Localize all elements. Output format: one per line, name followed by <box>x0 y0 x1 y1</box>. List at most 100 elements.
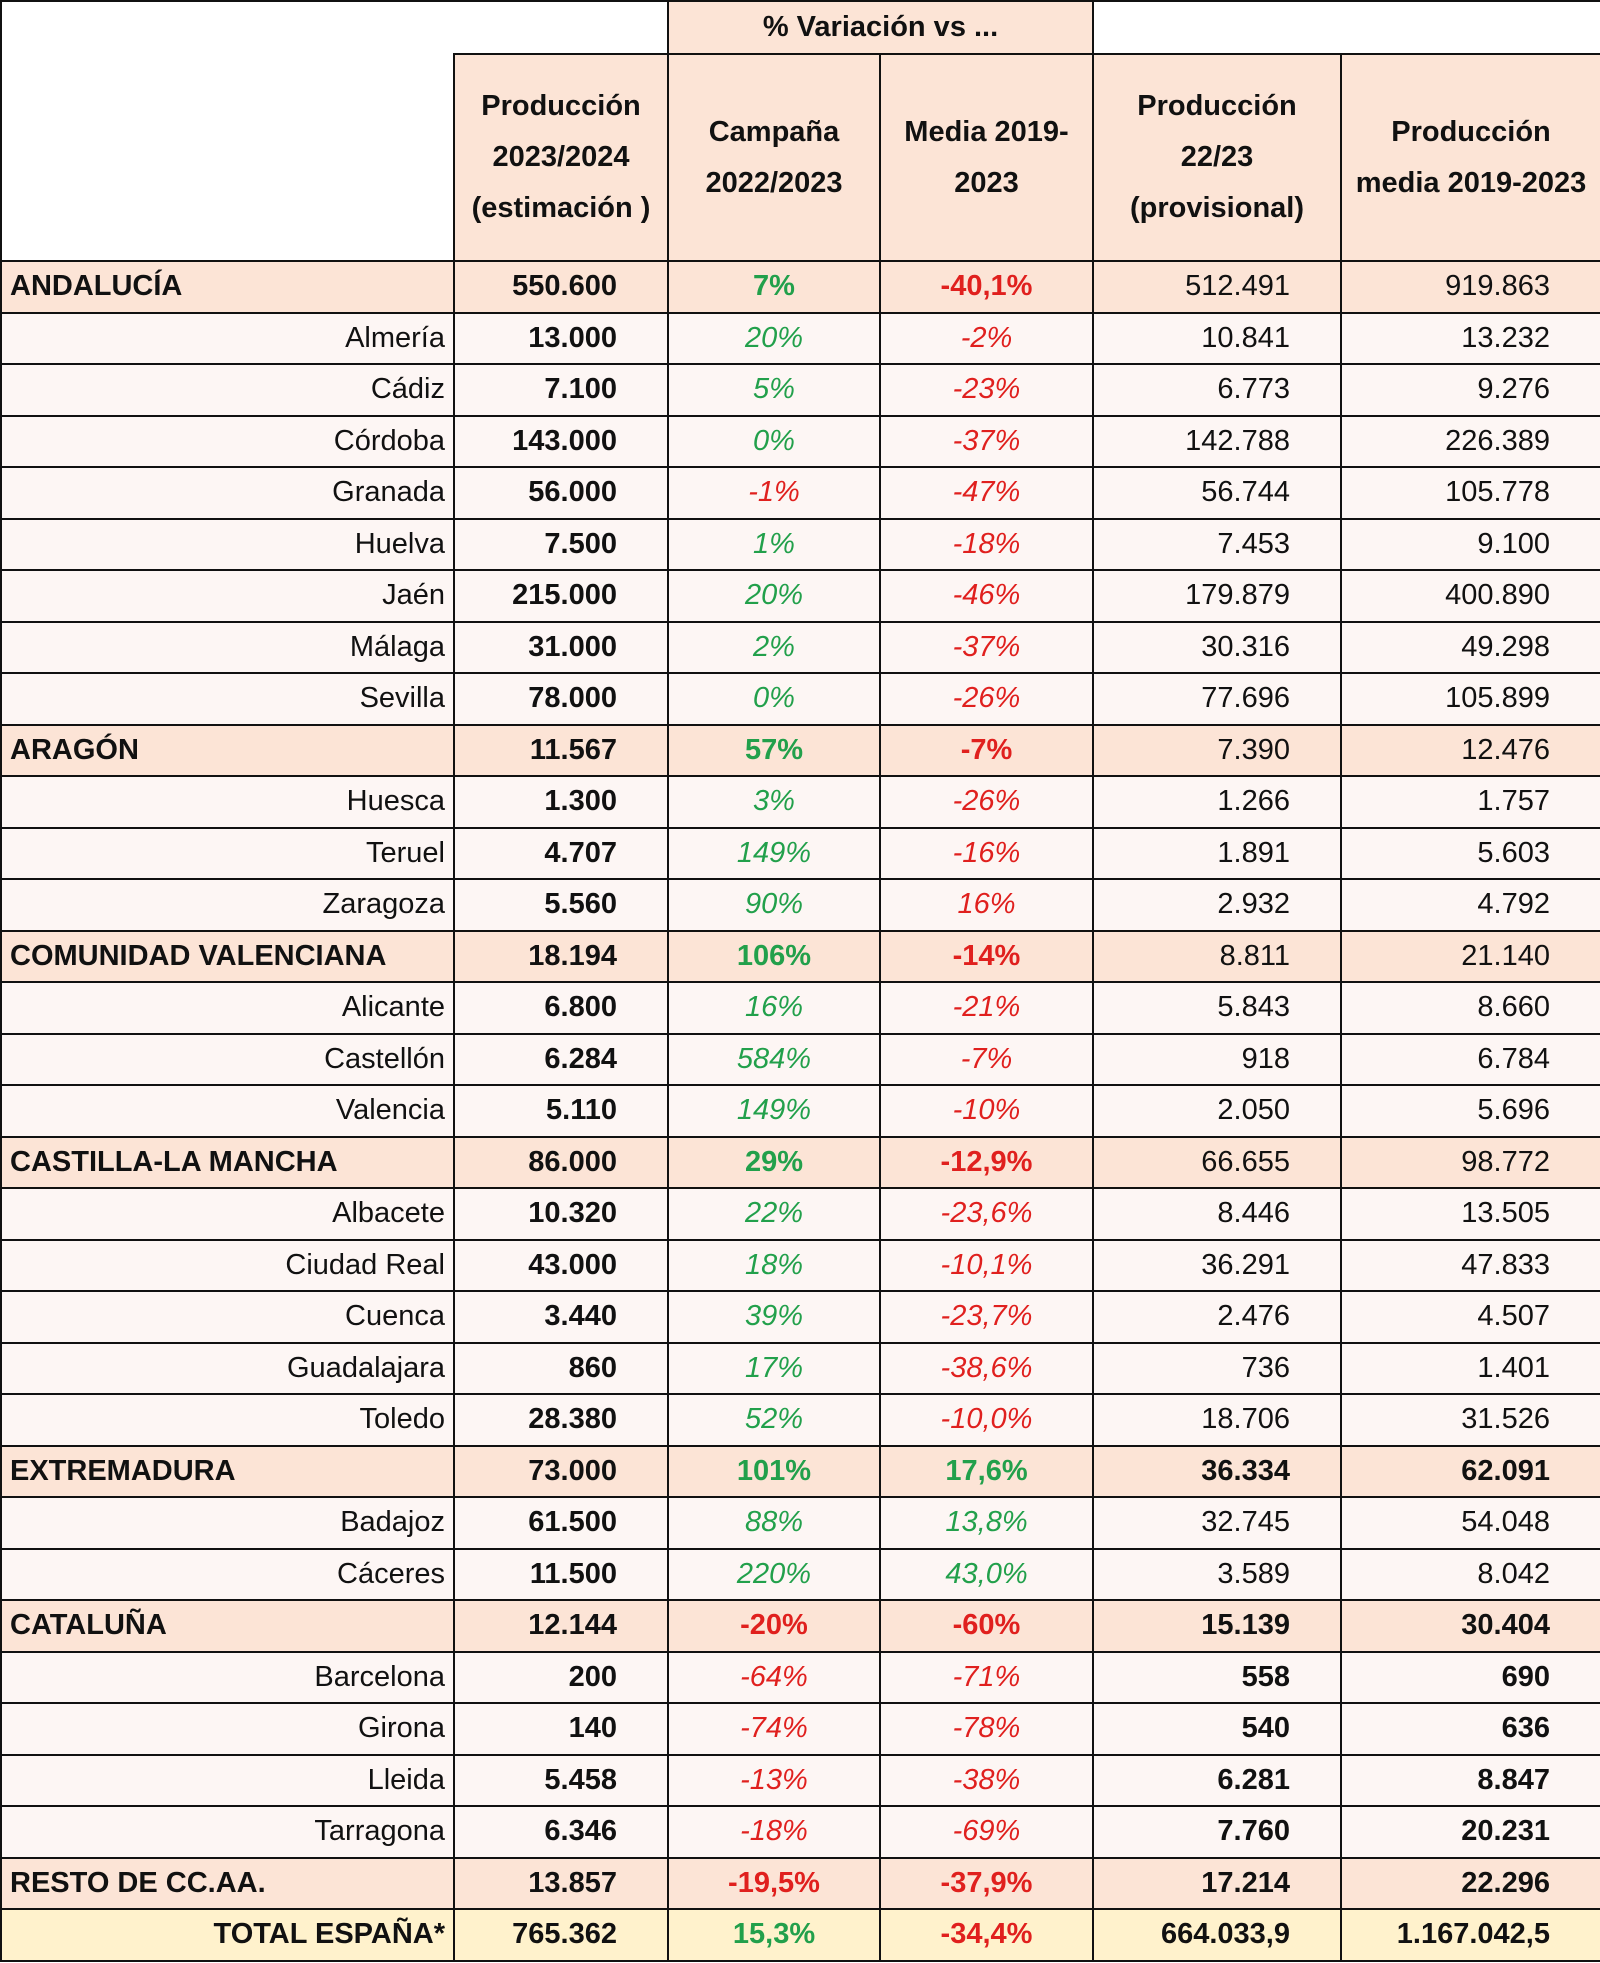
province-row: Cádiz 7.100 5% -23% 6.773 9.276 <box>0 363 1600 417</box>
var-media-cell: -21% <box>879 981 1094 1035</box>
prod-2223-cell: 2.476 <box>1092 1290 1342 1344</box>
prod-media-cell: 4.507 <box>1340 1290 1600 1344</box>
prod-2324-cell: 13.000 <box>453 311 669 365</box>
prod-2324-cell: 140 <box>453 1702 669 1756</box>
row-label: Córdoba <box>0 414 455 468</box>
prod-2324-cell: 143.000 <box>453 414 669 468</box>
var-campana-cell: 584% <box>667 1032 881 1086</box>
header-prod-media: Producción media 2019-2023 <box>1340 53 1600 262</box>
prod-media-cell: 62.091 <box>1340 1444 1600 1498</box>
prod-2223-cell: 1.266 <box>1092 775 1342 829</box>
prod-2324-cell: 86.000 <box>453 1135 669 1189</box>
province-row: Albacete 10.320 22% -23,6% 8.446 13.505 <box>0 1187 1600 1241</box>
var-campana-cell: 29% <box>667 1135 881 1189</box>
province-row: Girona 140 -74% -78% 540 636 <box>0 1702 1600 1756</box>
prod-2324-cell: 78.000 <box>453 672 669 726</box>
var-media-cell: -71% <box>879 1650 1094 1704</box>
prod-media-cell: 105.778 <box>1340 466 1600 520</box>
var-campana-cell: 20% <box>667 569 881 623</box>
prod-2223-cell: 30.316 <box>1092 620 1342 674</box>
province-row: Teruel 4.707 149% -16% 1.891 5.603 <box>0 826 1600 880</box>
var-media-cell: -47% <box>879 466 1094 520</box>
prod-media-cell: 8.847 <box>1340 1753 1600 1807</box>
prod-2223-cell: 918 <box>1092 1032 1342 1086</box>
var-campana-cell: 106% <box>667 929 881 983</box>
var-media-cell: -14% <box>879 929 1094 983</box>
prod-2324-cell: 215.000 <box>453 569 669 623</box>
prod-2223-cell: 540 <box>1092 1702 1342 1756</box>
prod-2324-cell: 5.560 <box>453 878 669 932</box>
var-campana-cell: 20% <box>667 311 881 365</box>
row-label: Zaragoza <box>0 878 455 932</box>
prod-media-cell: 1.401 <box>1340 1341 1600 1395</box>
row-label: Castellón <box>0 1032 455 1086</box>
var-media-cell: -12,9% <box>879 1135 1094 1189</box>
var-media-cell: 16% <box>879 878 1094 932</box>
var-media-cell: -69% <box>879 1805 1094 1859</box>
var-campana-cell: -20% <box>667 1599 881 1653</box>
row-label: Cádiz <box>0 363 455 417</box>
var-media-cell: -16% <box>879 826 1094 880</box>
var-campana-cell: -19,5% <box>667 1856 881 1910</box>
row-label: Guadalajara <box>0 1341 455 1395</box>
var-media-cell: -38% <box>879 1753 1094 1807</box>
region-row: CATALUÑA 12.144 -20% -60% 15.139 30.404 <box>0 1599 1600 1653</box>
row-label: Lleida <box>0 1753 455 1807</box>
prod-2223-cell: 2.050 <box>1092 1084 1342 1138</box>
prod-2324-cell: 12.144 <box>453 1599 669 1653</box>
var-campana-cell: 149% <box>667 826 881 880</box>
prod-2324-cell: 11.567 <box>453 723 669 777</box>
blank-row-label-header <box>0 54 455 262</box>
var-campana-cell: 3% <box>667 775 881 829</box>
prod-media-cell: 21.140 <box>1340 929 1600 983</box>
prod-media-cell: 226.389 <box>1340 414 1600 468</box>
prod-2324-cell: 5.458 <box>453 1753 669 1807</box>
province-row: Toledo 28.380 52% -10,0% 18.706 31.526 <box>0 1393 1600 1447</box>
var-media-cell: -37,9% <box>879 1856 1094 1910</box>
prod-2324-cell: 43.000 <box>453 1238 669 1292</box>
prod-2324-cell: 13.857 <box>453 1856 669 1910</box>
prod-media-cell: 5.603 <box>1340 826 1600 880</box>
row-label: Valencia <box>0 1084 455 1138</box>
row-label: Teruel <box>0 826 455 880</box>
province-row: Huesca 1.300 3% -26% 1.266 1.757 <box>0 775 1600 829</box>
var-campana-cell: 88% <box>667 1496 881 1550</box>
var-campana-cell: -18% <box>667 1805 881 1859</box>
var-media-cell: -23% <box>879 363 1094 417</box>
province-row: Barcelona 200 -64% -71% 558 690 <box>0 1650 1600 1704</box>
row-label: Girona <box>0 1702 455 1756</box>
prod-2223-cell: 6.281 <box>1092 1753 1342 1807</box>
prod-2324-cell: 860 <box>453 1341 669 1395</box>
row-label: TOTAL ESPAÑA* <box>0 1908 455 1962</box>
region-row: CASTILLA-LA MANCHA 86.000 29% -12,9% 66.655 9… <box>0 1135 1600 1189</box>
var-media-cell: -10,0% <box>879 1393 1094 1447</box>
prod-2324-cell: 61.500 <box>453 1496 669 1550</box>
prod-2324-cell: 28.380 <box>453 1393 669 1447</box>
var-campana-cell: -74% <box>667 1702 881 1756</box>
row-label: Almería <box>0 311 455 365</box>
var-campana-cell: 17% <box>667 1341 881 1395</box>
var-campana-cell: 220% <box>667 1547 881 1601</box>
prod-media-cell: 5.696 <box>1340 1084 1600 1138</box>
prod-2324-cell: 56.000 <box>453 466 669 520</box>
var-campana-cell: 16% <box>667 981 881 1035</box>
prod-media-cell: 30.404 <box>1340 1599 1600 1653</box>
var-campana-cell: 57% <box>667 723 881 777</box>
var-campana-cell: 7% <box>667 260 881 314</box>
province-row: Málaga 31.000 2% -37% 30.316 49.298 <box>0 620 1600 674</box>
var-campana-cell: 52% <box>667 1393 881 1447</box>
prod-media-cell: 20.231 <box>1340 1805 1600 1859</box>
row-label: Toledo <box>0 1393 455 1447</box>
var-campana-cell: 101% <box>667 1444 881 1498</box>
prod-2223-cell: 18.706 <box>1092 1393 1342 1447</box>
var-media-cell: -7% <box>879 1032 1094 1086</box>
prod-2324-cell: 18.194 <box>453 929 669 983</box>
blank-corner <box>0 0 669 54</box>
prod-media-cell: 400.890 <box>1340 569 1600 623</box>
prod-media-cell: 4.792 <box>1340 878 1600 932</box>
prod-2223-cell: 36.291 <box>1092 1238 1342 1292</box>
province-row: Tarragona 6.346 -18% -69% 7.760 20.231 <box>0 1805 1600 1859</box>
prod-media-cell: 31.526 <box>1340 1393 1600 1447</box>
prod-2223-cell: 10.841 <box>1092 311 1342 365</box>
prod-media-cell: 690 <box>1340 1650 1600 1704</box>
